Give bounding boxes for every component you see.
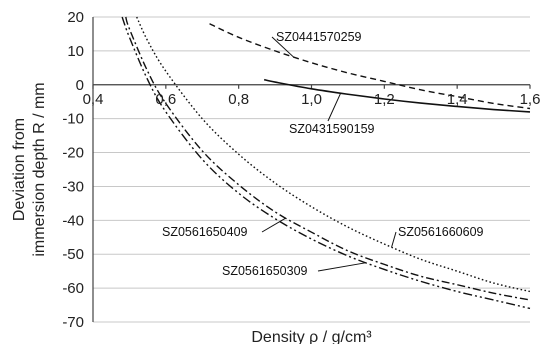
y-tick-label: -70 bbox=[62, 314, 84, 331]
x-tick-label: 1,0 bbox=[301, 91, 322, 108]
annotation-leader bbox=[271, 36, 294, 58]
x-tick-label: 0,8 bbox=[228, 91, 249, 108]
annotation-leader bbox=[391, 231, 397, 248]
annotation-leader bbox=[317, 262, 367, 272]
series-label-sz0561650409: SZ0561650409 bbox=[162, 225, 248, 239]
series-line-sz0441570259 bbox=[209, 23, 531, 110]
x-tick-label: 1,6 bbox=[520, 91, 541, 108]
series-line-sz0431590159 bbox=[263, 78, 531, 113]
x-axis-title: Density ρ / g/cm³ bbox=[251, 329, 372, 344]
y-tick-label: -20 bbox=[62, 145, 84, 162]
series-label-sz0431590159: SZ0431590159 bbox=[289, 122, 375, 136]
series-label-sz0441570259: SZ0441570259 bbox=[276, 30, 362, 44]
series-line-sz0561660609 bbox=[136, 16, 531, 293]
y-tick-label: -50 bbox=[62, 246, 84, 263]
y-tick-label: 10 bbox=[67, 43, 84, 60]
axis-titles: Density ρ / g/cm³ Deviation from immersi… bbox=[11, 82, 372, 344]
series-lines bbox=[121, 16, 531, 310]
y-tick-label: -30 bbox=[62, 178, 84, 195]
y-tick-label: -40 bbox=[62, 212, 84, 229]
annotation-leader bbox=[327, 92, 342, 122]
series-label-sz0561650309: SZ0561650309 bbox=[222, 264, 308, 278]
annotation-leaders bbox=[261, 36, 397, 272]
grid bbox=[93, 16, 530, 323]
x-tick-label: 0,4 bbox=[83, 91, 104, 108]
annotation-leader bbox=[261, 217, 287, 233]
y-axis-title-line-2: immersion depth R / mm bbox=[31, 82, 48, 256]
y-axis-title-line-1: Deviation from bbox=[11, 118, 28, 221]
x-tick-label: 0,6 bbox=[155, 91, 176, 108]
y-tick-label: 0 bbox=[76, 77, 84, 94]
tick-labels: 20 10 0 -10 -20 -30 -40 -50 -60 -70 0,4 0,6 0,8 1,0 1,… bbox=[62, 9, 540, 331]
x-tick-label: 1,4 bbox=[447, 91, 468, 108]
y-tick-label: 20 bbox=[67, 9, 84, 26]
annotation-labels: SZ0441570259 SZ0431590159 SZ0561660609 SZ05… bbox=[162, 30, 484, 278]
series-label-sz0561660609: SZ0561660609 bbox=[398, 225, 484, 239]
series-line-sz0561650309 bbox=[121, 16, 531, 310]
axes bbox=[92, 17, 531, 322]
series-line-sz0561650409 bbox=[125, 16, 531, 301]
y-tick-label: -10 bbox=[62, 111, 84, 128]
x-tick-label: 1,2 bbox=[374, 91, 395, 108]
y-tick-label: -60 bbox=[62, 280, 84, 297]
